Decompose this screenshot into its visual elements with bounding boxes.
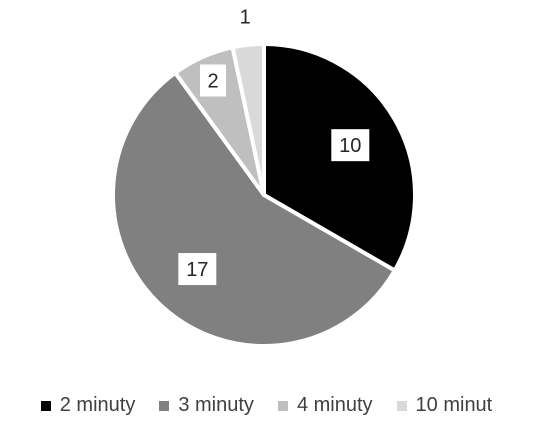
legend-label-3-minuty: 3 minuty	[178, 394, 254, 416]
legend-swatch-4-minuty	[277, 400, 288, 411]
legend-item-3-minuty: 3 minuty	[159, 394, 254, 417]
data-label-10-minut: 1	[240, 6, 251, 28]
legend-label-10-minut: 10 minut	[415, 394, 493, 416]
legend-swatch-10-minut	[396, 400, 407, 411]
data-label-box-2-minuty	[331, 129, 370, 162]
legend-item-10-minut: 10 minut	[396, 394, 493, 417]
pie-plot-area: 10 17 2 1	[111, 6, 417, 348]
legend: 2 minuty 3 minuty 4 minuty 10 minut	[0, 394, 533, 417]
legend-label-2-minuty: 2 minuty	[59, 394, 136, 416]
pie-slices	[111, 42, 417, 348]
legend-item-2-minuty: 2 minuty	[40, 394, 136, 417]
data-label-4-minuty: 2	[207, 71, 218, 93]
legend-swatch-3-minuty	[159, 400, 170, 411]
legend-swatch-2-minuty	[40, 400, 51, 411]
legend-item-4-minuty: 4 minuty	[277, 394, 373, 417]
pie-slice-10-minut	[230, 42, 266, 197]
legend-label-4-minuty: 4 minuty	[296, 394, 373, 416]
data-label-3-minuty: 17	[186, 259, 208, 281]
data-label-box-3-minuty	[178, 253, 217, 286]
data-label-box-4-minuty	[200, 64, 227, 97]
data-label-2-minuty: 10	[339, 135, 361, 157]
pie-data-labels: 10 17 2 1	[178, 6, 370, 286]
